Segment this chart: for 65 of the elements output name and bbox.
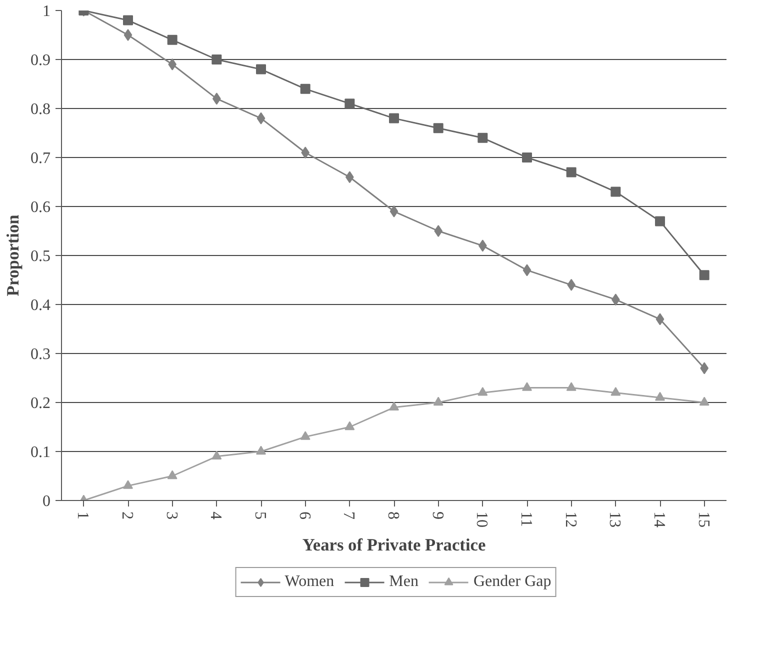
point bbox=[300, 431, 310, 440]
x-tick-label: 7 bbox=[340, 512, 358, 520]
x-tick-label: 15 bbox=[694, 512, 712, 528]
point bbox=[390, 205, 398, 218]
y-tick-label: 0.4 bbox=[30, 297, 50, 314]
point bbox=[522, 264, 532, 276]
x-tick-label: 2 bbox=[118, 512, 136, 520]
point bbox=[478, 132, 488, 143]
y-axis-title: Proportion bbox=[4, 214, 22, 296]
point bbox=[256, 64, 266, 74]
x-tick-label: 11 bbox=[518, 512, 534, 527]
point bbox=[256, 112, 266, 124]
point bbox=[344, 421, 355, 430]
x-tick-label: 6 bbox=[296, 512, 313, 520]
point bbox=[433, 123, 444, 134]
point bbox=[344, 98, 355, 109]
point bbox=[124, 29, 132, 41]
x-tick-label: 4 bbox=[207, 512, 224, 520]
y-tick-label: 0.6 bbox=[30, 199, 50, 216]
y-tick-label: 0.2 bbox=[30, 395, 50, 412]
y-tick-label: 0 bbox=[42, 493, 50, 510]
x-tick-label: 12 bbox=[562, 512, 579, 528]
x-tick-label: 10 bbox=[473, 512, 490, 528]
point bbox=[212, 54, 222, 64]
point bbox=[478, 387, 488, 396]
point bbox=[522, 382, 532, 391]
point bbox=[433, 396, 444, 406]
point bbox=[300, 84, 310, 94]
y-tick-label: 0.9 bbox=[30, 52, 50, 69]
point bbox=[123, 15, 133, 26]
y-tick-label: 0.7 bbox=[30, 150, 50, 167]
point bbox=[167, 34, 178, 45]
y-tick-label: 0.5 bbox=[30, 248, 50, 265]
x-tick-label: 8 bbox=[384, 512, 402, 520]
point bbox=[522, 152, 532, 162]
x-tick-label: 14 bbox=[650, 512, 668, 528]
x-tick-label: 13 bbox=[606, 512, 624, 528]
point bbox=[656, 313, 664, 326]
point bbox=[699, 270, 710, 280]
point bbox=[566, 382, 576, 391]
y-tick-label: 1 bbox=[42, 3, 50, 20]
x-tick-label: 5 bbox=[252, 512, 268, 520]
point bbox=[655, 216, 665, 226]
legend-label: Gender Gap bbox=[473, 573, 552, 591]
point bbox=[123, 480, 133, 489]
point bbox=[212, 450, 222, 460]
x-tick-label: 1 bbox=[74, 512, 92, 520]
y-tick-label: 0.1 bbox=[30, 444, 50, 461]
y-tick-label: 0.3 bbox=[30, 346, 50, 363]
point bbox=[256, 446, 266, 455]
point bbox=[389, 402, 399, 410]
point bbox=[610, 186, 621, 197]
point bbox=[610, 387, 621, 396]
point bbox=[655, 392, 665, 401]
x-tick-label: 9 bbox=[428, 512, 446, 520]
legend-label: Men bbox=[389, 573, 418, 591]
point bbox=[434, 225, 442, 237]
x-tick-label: 3 bbox=[162, 512, 180, 520]
y-tick-label: 0.8 bbox=[30, 101, 50, 118]
legend-label: Women bbox=[284, 573, 334, 591]
x-axis-title: Years of Private Practice bbox=[302, 536, 486, 554]
point bbox=[167, 470, 178, 480]
point bbox=[389, 113, 399, 124]
point bbox=[566, 167, 576, 178]
point bbox=[699, 396, 710, 406]
